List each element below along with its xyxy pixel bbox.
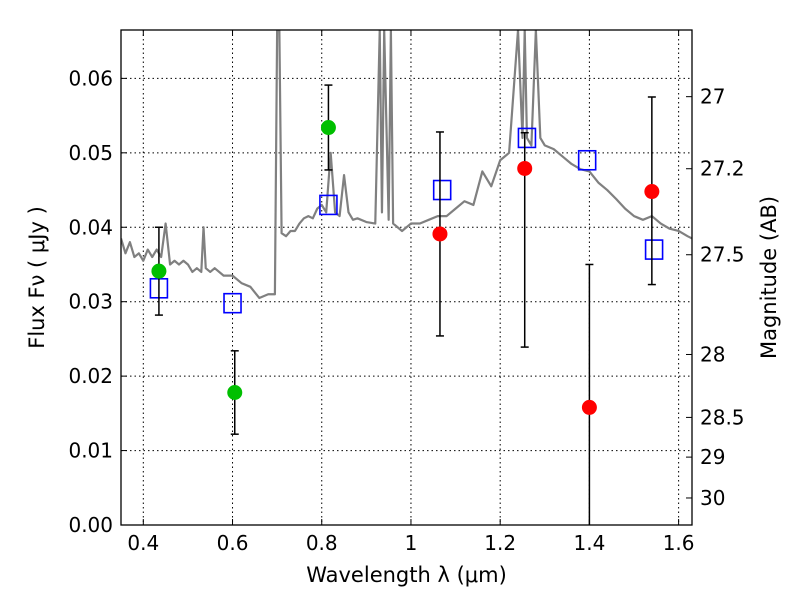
x-axis-label: Wavelength λ (μm) — [306, 563, 507, 587]
near-ir-point — [432, 226, 448, 242]
y-tick-label: 0.05 — [68, 141, 113, 165]
y-tick-label: 0.02 — [68, 364, 113, 388]
model-photometry-marker — [644, 239, 664, 260]
x-tick-label: 1.2 — [484, 531, 516, 555]
grid — [121, 30, 692, 525]
near-ir-point — [644, 184, 660, 200]
right-tick-label: 30 — [700, 486, 725, 510]
right-tick-label: 27.2 — [700, 157, 745, 181]
x-tick-label: 1 — [405, 531, 418, 555]
x-tick-label: 0.8 — [306, 531, 338, 555]
right-axis-label: Magnitude (AB) — [757, 196, 781, 359]
model-photometry-series — [149, 127, 664, 314]
model-photometry-marker — [432, 179, 452, 201]
spectrum-line — [121, 30, 692, 300]
right-tick-label: 27 — [700, 85, 725, 109]
model-photometry-marker — [319, 194, 338, 216]
y-tick-label: 0.03 — [68, 290, 113, 314]
model-photometry-marker — [223, 292, 242, 314]
y-tick-label: 0.00 — [68, 513, 113, 537]
near-ir-point — [581, 399, 597, 415]
detection-point — [320, 120, 336, 136]
x-tick-label: 0.6 — [217, 531, 249, 555]
detection-point — [227, 385, 243, 401]
right-tick-label: 27.5 — [700, 243, 745, 267]
measurement-series — [151, 120, 660, 415]
axis-ticks: 0.4 0.6 0.8 1 1.2 1.4 1.6 0.00 0.01 0.02 0.03 0.04 0… — [68, 30, 745, 555]
x-tick-label: 1.4 — [573, 531, 605, 555]
y-tick-label: 0.06 — [68, 66, 113, 90]
right-tick-label: 29 — [700, 445, 725, 469]
model-photometry-marker — [517, 127, 537, 149]
plot-frame — [120, 29, 693, 526]
near-ir-point — [517, 160, 533, 176]
model-photometry-marker — [577, 149, 597, 171]
y-axis-label: Flux Fν ( μJy ) — [25, 206, 49, 349]
spectrum-series — [121, 30, 692, 300]
right-tick-label: 28 — [700, 342, 725, 366]
y-tick-label: 0.04 — [68, 215, 113, 239]
y-tick-label: 0.01 — [68, 439, 113, 463]
right-tick-label: 28.5 — [700, 405, 745, 429]
detection-point — [151, 263, 167, 279]
x-tick-label: 0.4 — [127, 531, 159, 555]
x-tick-label: 1.6 — [663, 531, 695, 555]
